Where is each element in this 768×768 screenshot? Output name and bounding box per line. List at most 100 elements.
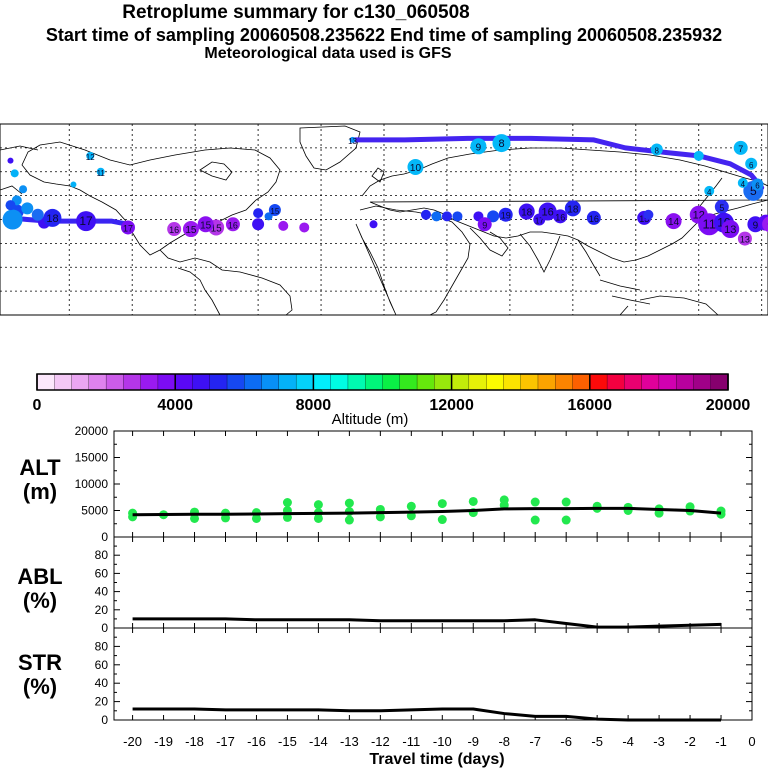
colorbar-tick-label: 20000: [706, 397, 751, 414]
trajectory-marker: [586, 210, 601, 225]
x-tick-label: -14: [309, 734, 328, 749]
y-tick-label: 40: [95, 585, 109, 599]
trajectory-marker: [19, 185, 28, 194]
str-series-line: [132, 707, 722, 722]
trajectory-marker: [76, 211, 97, 232]
x-tick-label: -18: [185, 734, 204, 749]
trajectory-marker: [693, 150, 704, 161]
colorbar-tick-label: 4000: [157, 397, 193, 414]
y-tick-label: 80: [95, 548, 109, 562]
trajectory-marker: [182, 221, 199, 238]
trajectory-marker: [7, 157, 14, 164]
trajectory-marker: [762, 216, 768, 232]
alt-data-point: [344, 498, 354, 508]
trajectory-marker: [86, 151, 95, 160]
trajectory-marker: [369, 220, 378, 229]
y-tick-label: 15000: [75, 451, 109, 465]
alt-label-name: ALT: [19, 455, 61, 480]
x-tick-label: -20: [123, 734, 142, 749]
alt-data-point: [190, 513, 200, 523]
trajectory-marker-label: 9: [753, 220, 759, 231]
x-tick-label: -5: [591, 734, 603, 749]
trajectory-marker: [197, 216, 214, 233]
trajectory-marker: [10, 169, 19, 178]
trajectory-marker-label: 18: [567, 204, 579, 215]
trajectory-marker-label: 15: [200, 220, 212, 231]
trajectory-marker-label: 5: [719, 203, 724, 213]
alt-data-point: [530, 515, 540, 525]
alt-data-point: [561, 515, 571, 525]
trajectory-marker: [538, 202, 557, 221]
trajectory-marker-label: 16: [228, 220, 238, 230]
str-panel-frame: [113, 627, 753, 721]
trajectory-marker: [518, 203, 535, 220]
y-tick-label: 0: [101, 530, 108, 544]
alt-data-point: [282, 498, 292, 508]
alt-data-point: [530, 497, 540, 507]
x-tick-label: -17: [216, 734, 235, 749]
trajectory-marker-label: 4: [707, 188, 712, 197]
trajectory-marker: [650, 143, 663, 156]
trajectory-marker: [737, 231, 752, 246]
trajectory-marker: [733, 140, 748, 155]
trajectory-marker-label: 16: [589, 214, 599, 224]
y-tick-label: 80: [95, 639, 109, 653]
y-tick-label: 40: [95, 676, 109, 690]
y-tick-label: 20: [95, 695, 109, 709]
trajectory-marker: [253, 208, 264, 219]
trajectory-marker-label: 13: [740, 235, 750, 245]
str-panel-label: STR (%): [12, 651, 68, 699]
trajectory-marker-label: 13: [348, 137, 357, 146]
x-tick-label: 0: [748, 734, 755, 749]
trajectory-marker-label: 12: [86, 153, 95, 162]
alt-data-point: [313, 500, 323, 510]
trajectory-marker: [564, 200, 581, 217]
abl-panel-label: ABL (%): [12, 565, 68, 613]
colorbar-cells: [36, 373, 729, 391]
y-tick-label: 5000: [81, 504, 108, 518]
trajectory-marker: [441, 211, 452, 222]
trajectory-lines: [7, 135, 765, 227]
x-tick-label: -6: [560, 734, 572, 749]
trajectory-marker-label: 5: [750, 184, 757, 198]
trajectory-marker-label: 16: [542, 207, 554, 219]
x-tick-label: -4: [622, 734, 634, 749]
sampling-time-line: Start time of sampling 20060508.235622 E…: [45, 25, 723, 45]
met-data-line: Meteorological data used is GFS: [204, 45, 452, 62]
abl-panel-frame: [113, 536, 753, 629]
alt-data-point: [313, 513, 323, 523]
trajectory-marker: [498, 207, 513, 222]
trajectory-marker-label: 6: [749, 161, 754, 170]
alt-panel-frame: [113, 430, 753, 538]
trajectory-marker: [31, 208, 44, 221]
trajectory-marker-label: 7: [738, 144, 743, 154]
colorbar-tick-label: 12000: [429, 397, 474, 414]
trajectory-marker-label: 15: [185, 225, 197, 236]
trajectory-marker: [470, 138, 487, 155]
trajectory-marker-label: 15: [270, 207, 279, 216]
trajectory-marker: [751, 178, 764, 191]
alt-label-unit: (m): [22, 479, 58, 504]
str-label-unit: (%): [22, 674, 58, 699]
colorbar-label: Altitude (m): [332, 411, 409, 428]
trajectory-marker: [2, 209, 23, 230]
trajectory-marker: [420, 209, 431, 220]
trajectory-marker: [278, 220, 289, 231]
alt-data-point: [406, 501, 416, 511]
trajectory-marker-label: 4: [741, 180, 746, 189]
x-tick-label: -12: [371, 734, 390, 749]
trajectory-marker-label: 17: [79, 214, 93, 228]
trajectory-marker: [487, 210, 500, 223]
y-tick-label: 20: [95, 603, 109, 617]
x-tick-label: -3: [653, 734, 665, 749]
y-tick-label: 0: [101, 713, 108, 727]
trajectory-marker: [225, 217, 240, 232]
trajectory-marker: [21, 202, 34, 215]
y-tick-label: 60: [95, 566, 109, 580]
alt-panel-label: ALT (m): [12, 456, 68, 504]
trajectory-marker: [704, 185, 715, 196]
